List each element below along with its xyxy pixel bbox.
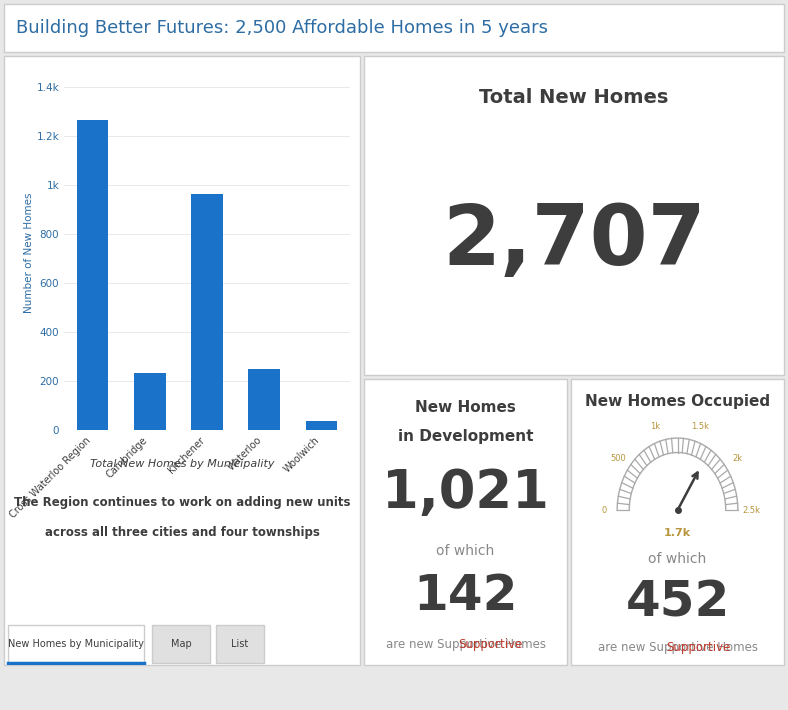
Bar	[77, 120, 108, 430]
Text: New Homes by Municipality: New Homes by Municipality	[8, 639, 144, 649]
Bar	[134, 373, 165, 430]
FancyBboxPatch shape	[4, 4, 784, 52]
Text: are new Supportive Homes: are new Supportive Homes	[597, 641, 757, 655]
Text: 1.7k: 1.7k	[664, 528, 691, 538]
Text: New Homes: New Homes	[415, 400, 516, 415]
FancyBboxPatch shape	[4, 56, 360, 665]
Text: 1,021: 1,021	[382, 467, 549, 520]
Text: 452: 452	[626, 578, 730, 626]
Bar	[216, 625, 264, 663]
Text: 2k: 2k	[732, 454, 742, 463]
Text: New Homes Occupied: New Homes Occupied	[585, 394, 770, 410]
Y-axis label: Number of New Homes: Number of New Homes	[24, 192, 34, 312]
FancyBboxPatch shape	[364, 379, 567, 665]
Text: 1k: 1k	[649, 422, 660, 431]
FancyBboxPatch shape	[364, 56, 784, 375]
FancyBboxPatch shape	[571, 379, 784, 665]
Text: of which: of which	[437, 544, 495, 557]
Bar	[248, 369, 280, 430]
Bar	[191, 195, 223, 430]
Bar	[8, 625, 144, 663]
Text: 500: 500	[610, 454, 626, 463]
Text: Total New Homes by Municipality: Total New Homes by Municipality	[90, 459, 274, 469]
Text: Total New Homes: Total New Homes	[479, 88, 669, 107]
Text: 2.5k: 2.5k	[742, 506, 760, 515]
Text: Supportive: Supportive	[459, 638, 522, 652]
Text: are new Supportive Homes: are new Supportive Homes	[385, 638, 545, 652]
Bar	[306, 422, 337, 430]
Text: Building Better Futures: 2,500 Affordable Homes in 5 years: Building Better Futures: 2,500 Affordabl…	[16, 19, 548, 37]
Text: 0: 0	[601, 506, 607, 515]
Text: 2,707: 2,707	[442, 200, 706, 282]
Text: 1.5k: 1.5k	[691, 422, 709, 431]
Text: Map: Map	[171, 639, 191, 649]
Text: of which: of which	[649, 552, 707, 566]
Text: List: List	[232, 639, 249, 649]
Text: across all three cities and four townships: across all three cities and four townshi…	[45, 526, 319, 539]
Text: 142: 142	[413, 572, 518, 621]
Text: The Region continues to work on adding new units: The Region continues to work on adding n…	[13, 496, 350, 509]
Bar	[152, 625, 210, 663]
Text: in Development: in Development	[398, 429, 533, 444]
Text: Supportive: Supportive	[666, 641, 730, 655]
